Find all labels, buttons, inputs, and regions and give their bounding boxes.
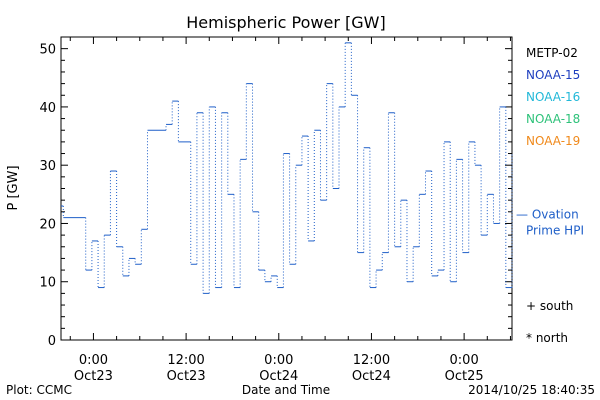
y-tick-label: 20 bbox=[39, 217, 56, 232]
ovation-label: — Ovation bbox=[516, 208, 579, 222]
x-tick-date-label: Oct23 bbox=[74, 369, 113, 384]
y-tick-label: 0 bbox=[48, 334, 56, 349]
x-tick-time-label: 0:00 bbox=[264, 353, 293, 368]
x-tick-time-label: 0:00 bbox=[450, 353, 479, 368]
x-tick-date-label: Oct24 bbox=[259, 369, 298, 384]
x-tick-time-label: 0:00 bbox=[79, 353, 108, 368]
axis-layer: 010203040500:00Oct2312:00Oct230:00Oct241… bbox=[39, 36, 513, 384]
y-tick-label: 10 bbox=[39, 276, 56, 291]
series-layer bbox=[61, 42, 513, 294]
timestamp: 2014/10/25 18:40:35 bbox=[468, 383, 595, 397]
legend-entry: METP-02 bbox=[526, 46, 578, 60]
x-tick-time-label: 12:00 bbox=[353, 353, 390, 368]
x-axis-label: Date and Time bbox=[242, 383, 330, 397]
legend-entry: NOAA-19 bbox=[526, 134, 580, 148]
x-tick-date-label: Oct23 bbox=[167, 369, 206, 384]
legend-entry: NOAA-15 bbox=[526, 68, 580, 82]
y-tick-label: 50 bbox=[39, 43, 56, 58]
legend: METP-02 NOAA-15 NOAA-16 NOAA-18 NOAA-19 — Ova… bbox=[516, 46, 584, 345]
x-tick-time-label: 12:00 bbox=[167, 353, 204, 368]
y-axis-label: P [GW] bbox=[6, 165, 21, 210]
x-tick-date-label: Oct25 bbox=[445, 369, 484, 384]
legend-entry: NOAA-16 bbox=[526, 90, 580, 104]
plot-credit: Plot: CCMC bbox=[6, 383, 72, 397]
x-tick-date-label: Oct24 bbox=[352, 369, 391, 384]
legend-entry: NOAA-18 bbox=[526, 112, 580, 126]
ovation-label: Prime HPI bbox=[526, 224, 584, 238]
y-tick-label: 30 bbox=[39, 159, 56, 174]
south-marker-label: + south bbox=[526, 299, 573, 313]
north-marker-label: * north bbox=[526, 331, 568, 345]
chart-title: Hemispheric Power [GW] bbox=[186, 13, 385, 32]
y-tick-label: 40 bbox=[39, 101, 56, 116]
